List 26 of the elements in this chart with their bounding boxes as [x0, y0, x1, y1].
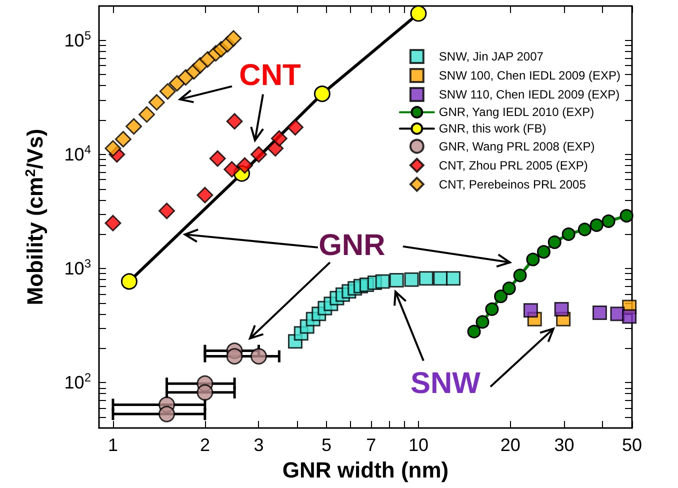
y-tick-label: 10$^{2}$: [64, 370, 92, 393]
x-axis-title: GNR width (nm): [282, 457, 449, 482]
y-tick-label: 10$^{4}$: [64, 142, 92, 164]
x-tick-label: 2: [200, 435, 210, 455]
annotation: CNT: [239, 58, 301, 92]
legend-label: SNW 100, Chen IEDL 2009 (EXP): [438, 68, 621, 82]
legend-label: CNT, Zhou PRL 2005 (EXP): [438, 158, 588, 172]
x-tick-label: 20: [500, 435, 520, 455]
y-tick-label: 10$^{5}$: [64, 28, 92, 50]
x-tick-label: 5: [322, 435, 332, 455]
x-tick-label: 1: [108, 435, 118, 455]
x-tick-label: 50: [622, 435, 642, 455]
legend-label: GNR, Wang PRL 2008 (EXP): [438, 139, 595, 154]
x-tick-label: 30: [554, 435, 574, 455]
annotation: GNR: [318, 228, 386, 262]
y-axis-title: Mobility (cm2/Vs): [22, 128, 48, 306]
legend-label: GNR, this work (FB): [438, 122, 546, 136]
y-tick-label: 10$^{3}$: [64, 256, 92, 279]
x-tick-label: 3: [254, 435, 264, 455]
legend-label: SNW, Jin JAP 2007: [438, 50, 544, 64]
x-tick-label: 7: [366, 435, 376, 455]
legend-label: SNW 110, Chen IEDL 2009 (EXP): [438, 88, 620, 102]
x-tick-label: 10: [408, 435, 428, 455]
annotation: SNW: [410, 367, 482, 400]
legend-label: GNR, Yang IEDL 2010 (EXP): [438, 105, 594, 120]
legend-label: CNT, Perebeinos PRL 2005: [438, 177, 586, 192]
